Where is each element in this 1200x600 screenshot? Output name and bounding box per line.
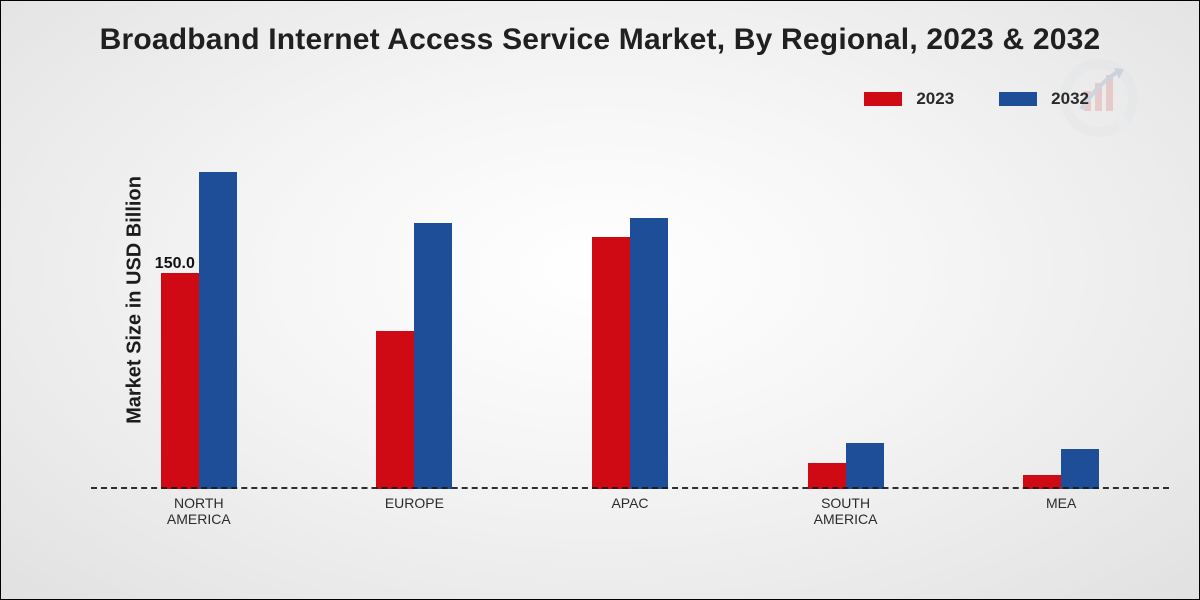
legend-swatch-2032 bbox=[999, 92, 1037, 106]
bar-2032 bbox=[199, 172, 237, 489]
x-tick-label: SOUTH AMERICA bbox=[749, 489, 943, 529]
bar-2023 bbox=[592, 237, 630, 489]
bar-2023 bbox=[808, 463, 846, 489]
x-axis-labels: NORTH AMERICA EUROPE APAC SOUTH AMERICA MEA bbox=[91, 489, 1169, 529]
legend-label-2032: 2032 bbox=[1051, 89, 1089, 109]
bar-groups: 150.0 bbox=[91, 131, 1169, 489]
bar-2032 bbox=[846, 443, 884, 489]
bar-group bbox=[964, 449, 1158, 489]
bar-group bbox=[533, 218, 727, 489]
x-tick-label: EUROPE bbox=[317, 489, 511, 529]
bar-2032 bbox=[414, 223, 452, 489]
legend-label-2023: 2023 bbox=[916, 89, 954, 109]
legend-swatch-2023 bbox=[864, 92, 902, 106]
x-tick-label: NORTH AMERICA bbox=[102, 489, 296, 529]
plot-area: 150.0 NORTH AMERICA EUROPE APAC SOUTH AMERI… bbox=[91, 131, 1169, 529]
legend-item-2032: 2032 bbox=[999, 89, 1089, 109]
chart-title: Broadband Internet Access Service Market… bbox=[1, 23, 1199, 57]
bar-2023: 150.0 bbox=[161, 273, 199, 489]
legend-item-2023: 2023 bbox=[864, 89, 954, 109]
bar-group bbox=[749, 443, 943, 489]
x-tick-label: MEA bbox=[964, 489, 1158, 529]
chart-canvas: Broadband Internet Access Service Market… bbox=[0, 0, 1200, 600]
bar-2032 bbox=[1061, 449, 1099, 489]
x-tick-label: APAC bbox=[533, 489, 727, 529]
legend: 2023 2032 bbox=[864, 89, 1089, 109]
bar-2032 bbox=[630, 218, 668, 489]
bar-2023 bbox=[376, 331, 414, 489]
bar-value-label: 150.0 bbox=[155, 255, 195, 273]
bar-group: 150.0 bbox=[102, 172, 296, 489]
bar-group bbox=[317, 223, 511, 489]
